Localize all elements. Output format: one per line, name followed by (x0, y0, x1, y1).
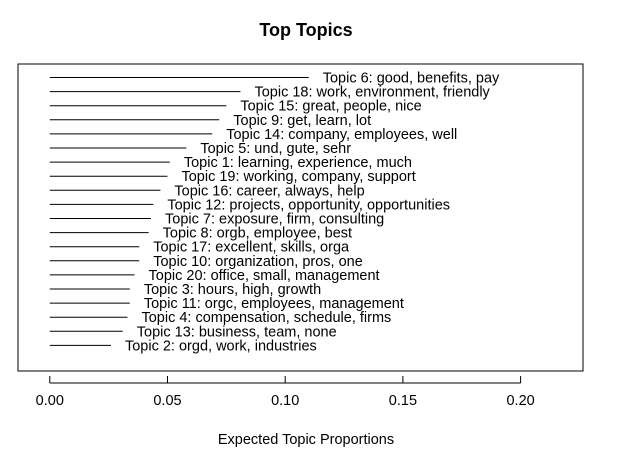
x-tick-label: 0.20 (506, 393, 534, 409)
x-tick-label: 0.00 (36, 393, 64, 409)
topic-label: Topic 13: business, team, none (137, 324, 337, 340)
topic-label: Topic 4: compensation, schedule, firms (141, 310, 391, 326)
plot-frame (17, 63, 584, 372)
topic-label: Topic 18: work, environment, friendly (254, 85, 490, 101)
x-axis: 0.00 0.05 0.10 0.15 0.20 (36, 376, 535, 409)
topic-label: Topic 10: organization, pros, one (153, 254, 363, 270)
topic-label: Topic 6: good, benefits, pay (323, 71, 500, 87)
topic-label: Topic 14: company, employees, well (226, 127, 457, 143)
chart-title: Top Topics (259, 20, 352, 40)
topic-label: Topic 11: orgc, employees, management (144, 296, 404, 312)
topic-label: Topic 16: career, always, help (174, 183, 364, 199)
topic-label: Topic 8: orgb, employee, best (163, 226, 352, 242)
topic-label: Topic 3: hours, high, growth (144, 282, 321, 298)
topic-label: Topic 15: great, people, nice (240, 99, 421, 115)
topic-label: Topic 19: working, company, support (181, 169, 415, 185)
x-tick-label: 0.10 (271, 393, 299, 409)
topic-label: Topic 2: orgd, work, industries (125, 338, 317, 354)
topic-label: Topic 9: get, learn, lot (233, 113, 371, 129)
topic-label: Topic 7: exposure, firm, consulting (165, 212, 384, 228)
topic-label: Topic 17: excellent, skills, orga (153, 240, 350, 256)
x-tick-label: 0.15 (389, 393, 417, 409)
topic-label: Topic 12: projects, opportunity, opportu… (167, 197, 450, 213)
topic-label: Topic 1: learning, experience, much (184, 155, 412, 171)
x-axis-label: Expected Topic Proportions (218, 432, 394, 448)
bars-layer (49, 77, 309, 346)
x-tick-label: 0.05 (153, 393, 181, 409)
topic-label: Topic 20: office, small, management (149, 268, 380, 284)
topic-label: Topic 5: und, gute, sehr (200, 141, 351, 157)
